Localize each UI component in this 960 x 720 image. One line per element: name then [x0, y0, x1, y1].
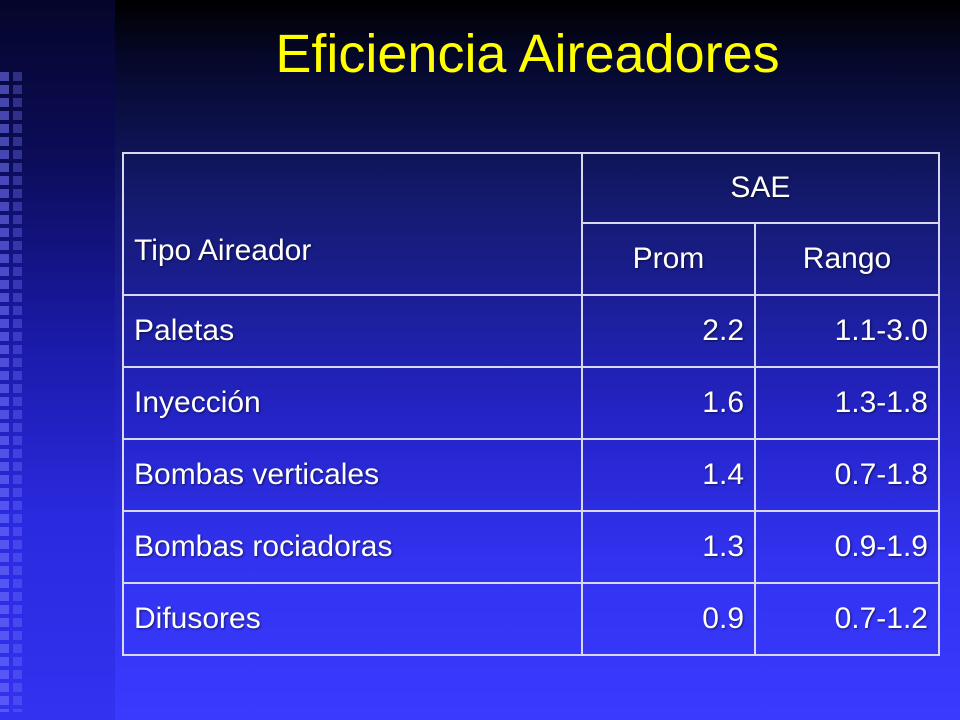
header-sae: SAE [580, 152, 941, 224]
cell-tipo: Difusores [122, 582, 583, 656]
cell-rango: 0.7-1.2 [754, 582, 940, 656]
table-header-row: Tipo Aireador SAE [122, 152, 941, 296]
cell-prom: 1.4 [580, 438, 757, 512]
cell-prom: 1.3 [580, 510, 757, 584]
cell-rango: 1.1-3.0 [754, 294, 940, 368]
cell-rango: 0.7-1.8 [754, 438, 940, 512]
decorative-sidebar [0, 0, 115, 720]
table-row: Bombas verticales 1.4 0.7-1.8 [122, 438, 940, 512]
decorative-squares [0, 72, 28, 712]
cell-tipo: Bombas verticales [122, 438, 583, 512]
table-row: Paletas 2.2 1.1-3.0 [122, 294, 940, 368]
cell-rango: 0.9-1.9 [754, 510, 940, 584]
table-row: Bombas rociadoras 1.3 0.9-1.9 [122, 510, 940, 584]
header-rango: Rango [754, 222, 940, 296]
table-subheader-row: Prom Rango [123, 222, 940, 296]
cell-prom: 2.2 [580, 294, 757, 368]
cell-prom: 0.9 [580, 582, 757, 656]
aerator-efficiency-table: Tipo Aireador SAE Prom Rango Paletas 2.2… [122, 152, 941, 656]
table-row: Inyección 1.6 1.3-1.8 [122, 366, 940, 440]
cell-tipo: Bombas rociadoras [122, 510, 583, 584]
header-tipo-aireador: Tipo Aireador [122, 152, 583, 296]
header-prom: Prom [580, 222, 757, 296]
cell-tipo: Paletas [122, 294, 583, 368]
slide-title: Eficiencia Aireadores [275, 24, 780, 84]
cell-prom: 1.6 [580, 366, 757, 440]
cell-tipo: Inyección [122, 366, 583, 440]
table-row: Difusores 0.9 0.7-1.2 [122, 582, 940, 656]
cell-rango: 1.3-1.8 [754, 366, 940, 440]
